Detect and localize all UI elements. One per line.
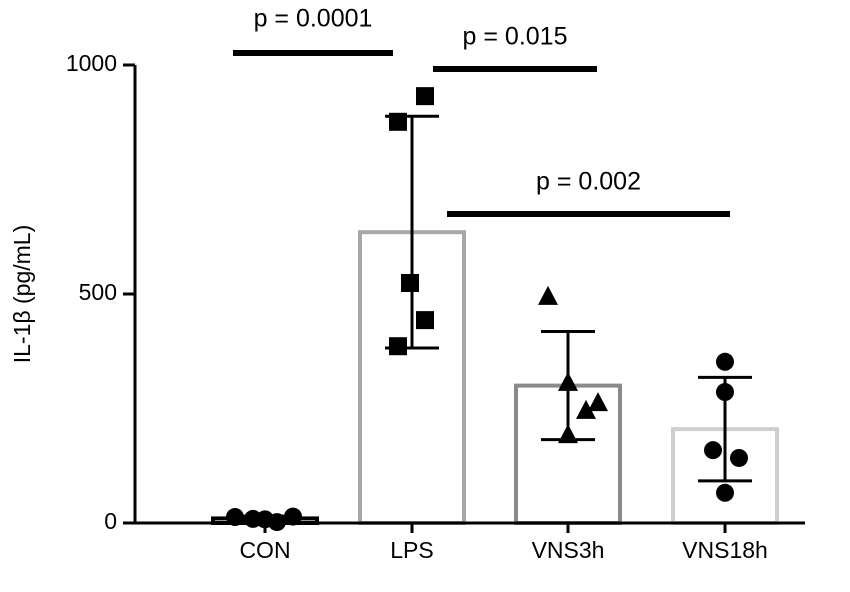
y-axis-label: IL-1β (pg/mL) xyxy=(9,225,35,364)
data-point xyxy=(416,311,434,330)
data-point xyxy=(588,392,608,412)
data-point xyxy=(716,483,734,502)
x-tick-label: VNS3h xyxy=(532,537,605,563)
significance-label: p = 0.015 xyxy=(463,23,568,51)
y-tick-label: 1000 xyxy=(66,50,117,76)
data-point xyxy=(558,424,578,444)
data-point xyxy=(716,383,734,402)
data-point xyxy=(704,441,722,460)
data-point xyxy=(284,507,302,526)
data-point xyxy=(401,274,419,293)
significance-label: p = 0.0001 xyxy=(254,5,373,33)
data-point xyxy=(558,371,578,391)
significance-label: p = 0.002 xyxy=(536,168,641,196)
x-tick-label: VNS18h xyxy=(682,537,768,563)
y-tick-label: 0 xyxy=(104,508,117,534)
x-tick-label: LPS xyxy=(390,537,433,563)
data-point xyxy=(389,337,407,356)
y-tick-label: 500 xyxy=(79,279,117,305)
x-tick-label: CON xyxy=(239,537,290,563)
data-point xyxy=(538,285,558,305)
data-point xyxy=(576,399,596,419)
data-point xyxy=(730,448,748,467)
data-point xyxy=(416,87,434,106)
data-point xyxy=(389,112,407,131)
data-point xyxy=(716,352,734,371)
